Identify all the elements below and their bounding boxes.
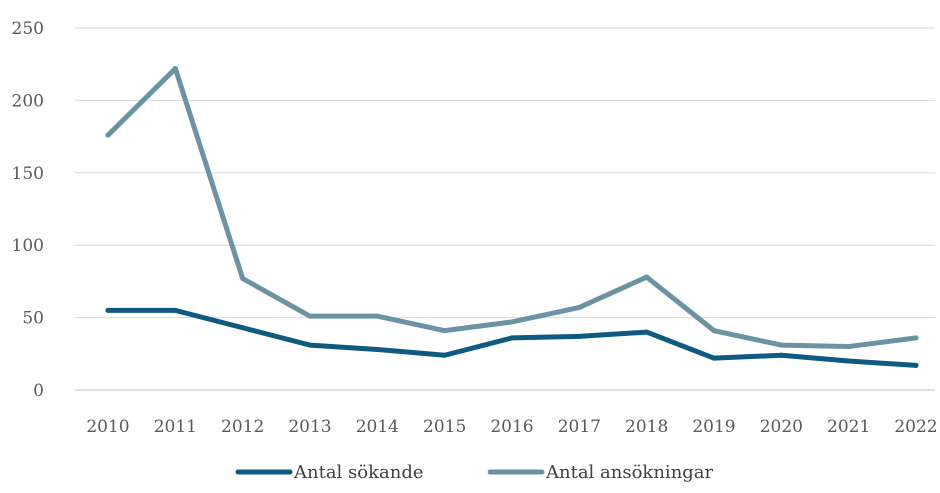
data-point xyxy=(779,353,784,358)
data-point xyxy=(712,328,717,333)
y-tick-label: 0 xyxy=(33,381,44,401)
x-tick-label: 2013 xyxy=(288,417,331,437)
data-point xyxy=(914,363,919,368)
data-point xyxy=(240,325,245,330)
x-tick-label: 2021 xyxy=(827,417,870,437)
data-point xyxy=(308,343,313,348)
y-axis-ticks: 0 50 100 150 200 250 xyxy=(12,19,44,401)
series-lines xyxy=(106,66,919,368)
data-point xyxy=(846,359,851,364)
y-tick-label: 200 xyxy=(12,91,44,111)
data-point xyxy=(308,314,313,319)
x-tick-label: 2014 xyxy=(356,417,399,437)
legend-label-2: Antal ansökningar xyxy=(545,462,714,483)
series-line-2 xyxy=(108,69,916,347)
legend-label-1: Antal sökande xyxy=(293,462,424,483)
data-point xyxy=(510,335,515,340)
x-axis-ticks: 2010 2011 2012 2013 2014 2015 2016 2017 2018 2019… xyxy=(86,417,937,437)
data-point xyxy=(644,330,649,335)
data-point xyxy=(577,334,582,339)
x-tick-label: 2016 xyxy=(490,417,533,437)
y-tick-label: 250 xyxy=(12,19,44,39)
data-point xyxy=(106,133,111,138)
x-tick-label: 2012 xyxy=(221,417,264,437)
data-point xyxy=(510,319,515,324)
y-tick-label: 50 xyxy=(22,309,44,329)
data-point xyxy=(442,353,447,358)
data-point xyxy=(914,335,919,340)
x-tick-label: 2019 xyxy=(692,417,735,437)
data-point xyxy=(106,308,111,313)
data-point xyxy=(173,308,178,313)
x-tick-label: 2020 xyxy=(760,417,803,437)
data-point xyxy=(712,356,717,361)
x-tick-label: 2011 xyxy=(154,417,197,437)
data-point xyxy=(375,314,380,319)
y-tick-label: 100 xyxy=(12,236,44,256)
x-tick-label: 2015 xyxy=(423,417,466,437)
data-point xyxy=(779,343,784,348)
data-point xyxy=(240,276,245,281)
data-point xyxy=(375,347,380,352)
x-tick-label: 2010 xyxy=(86,417,129,437)
data-point xyxy=(442,328,447,333)
x-tick-label: 2022 xyxy=(894,417,937,437)
data-point xyxy=(577,305,582,310)
gridlines xyxy=(75,28,935,390)
x-tick-label: 2018 xyxy=(625,417,668,437)
data-point xyxy=(644,275,649,280)
legend: Antal sökande Antal ansökningar xyxy=(238,462,714,483)
y-tick-label: 150 xyxy=(12,164,44,184)
data-point xyxy=(173,66,178,71)
x-tick-label: 2017 xyxy=(558,417,601,437)
data-point xyxy=(846,344,851,349)
